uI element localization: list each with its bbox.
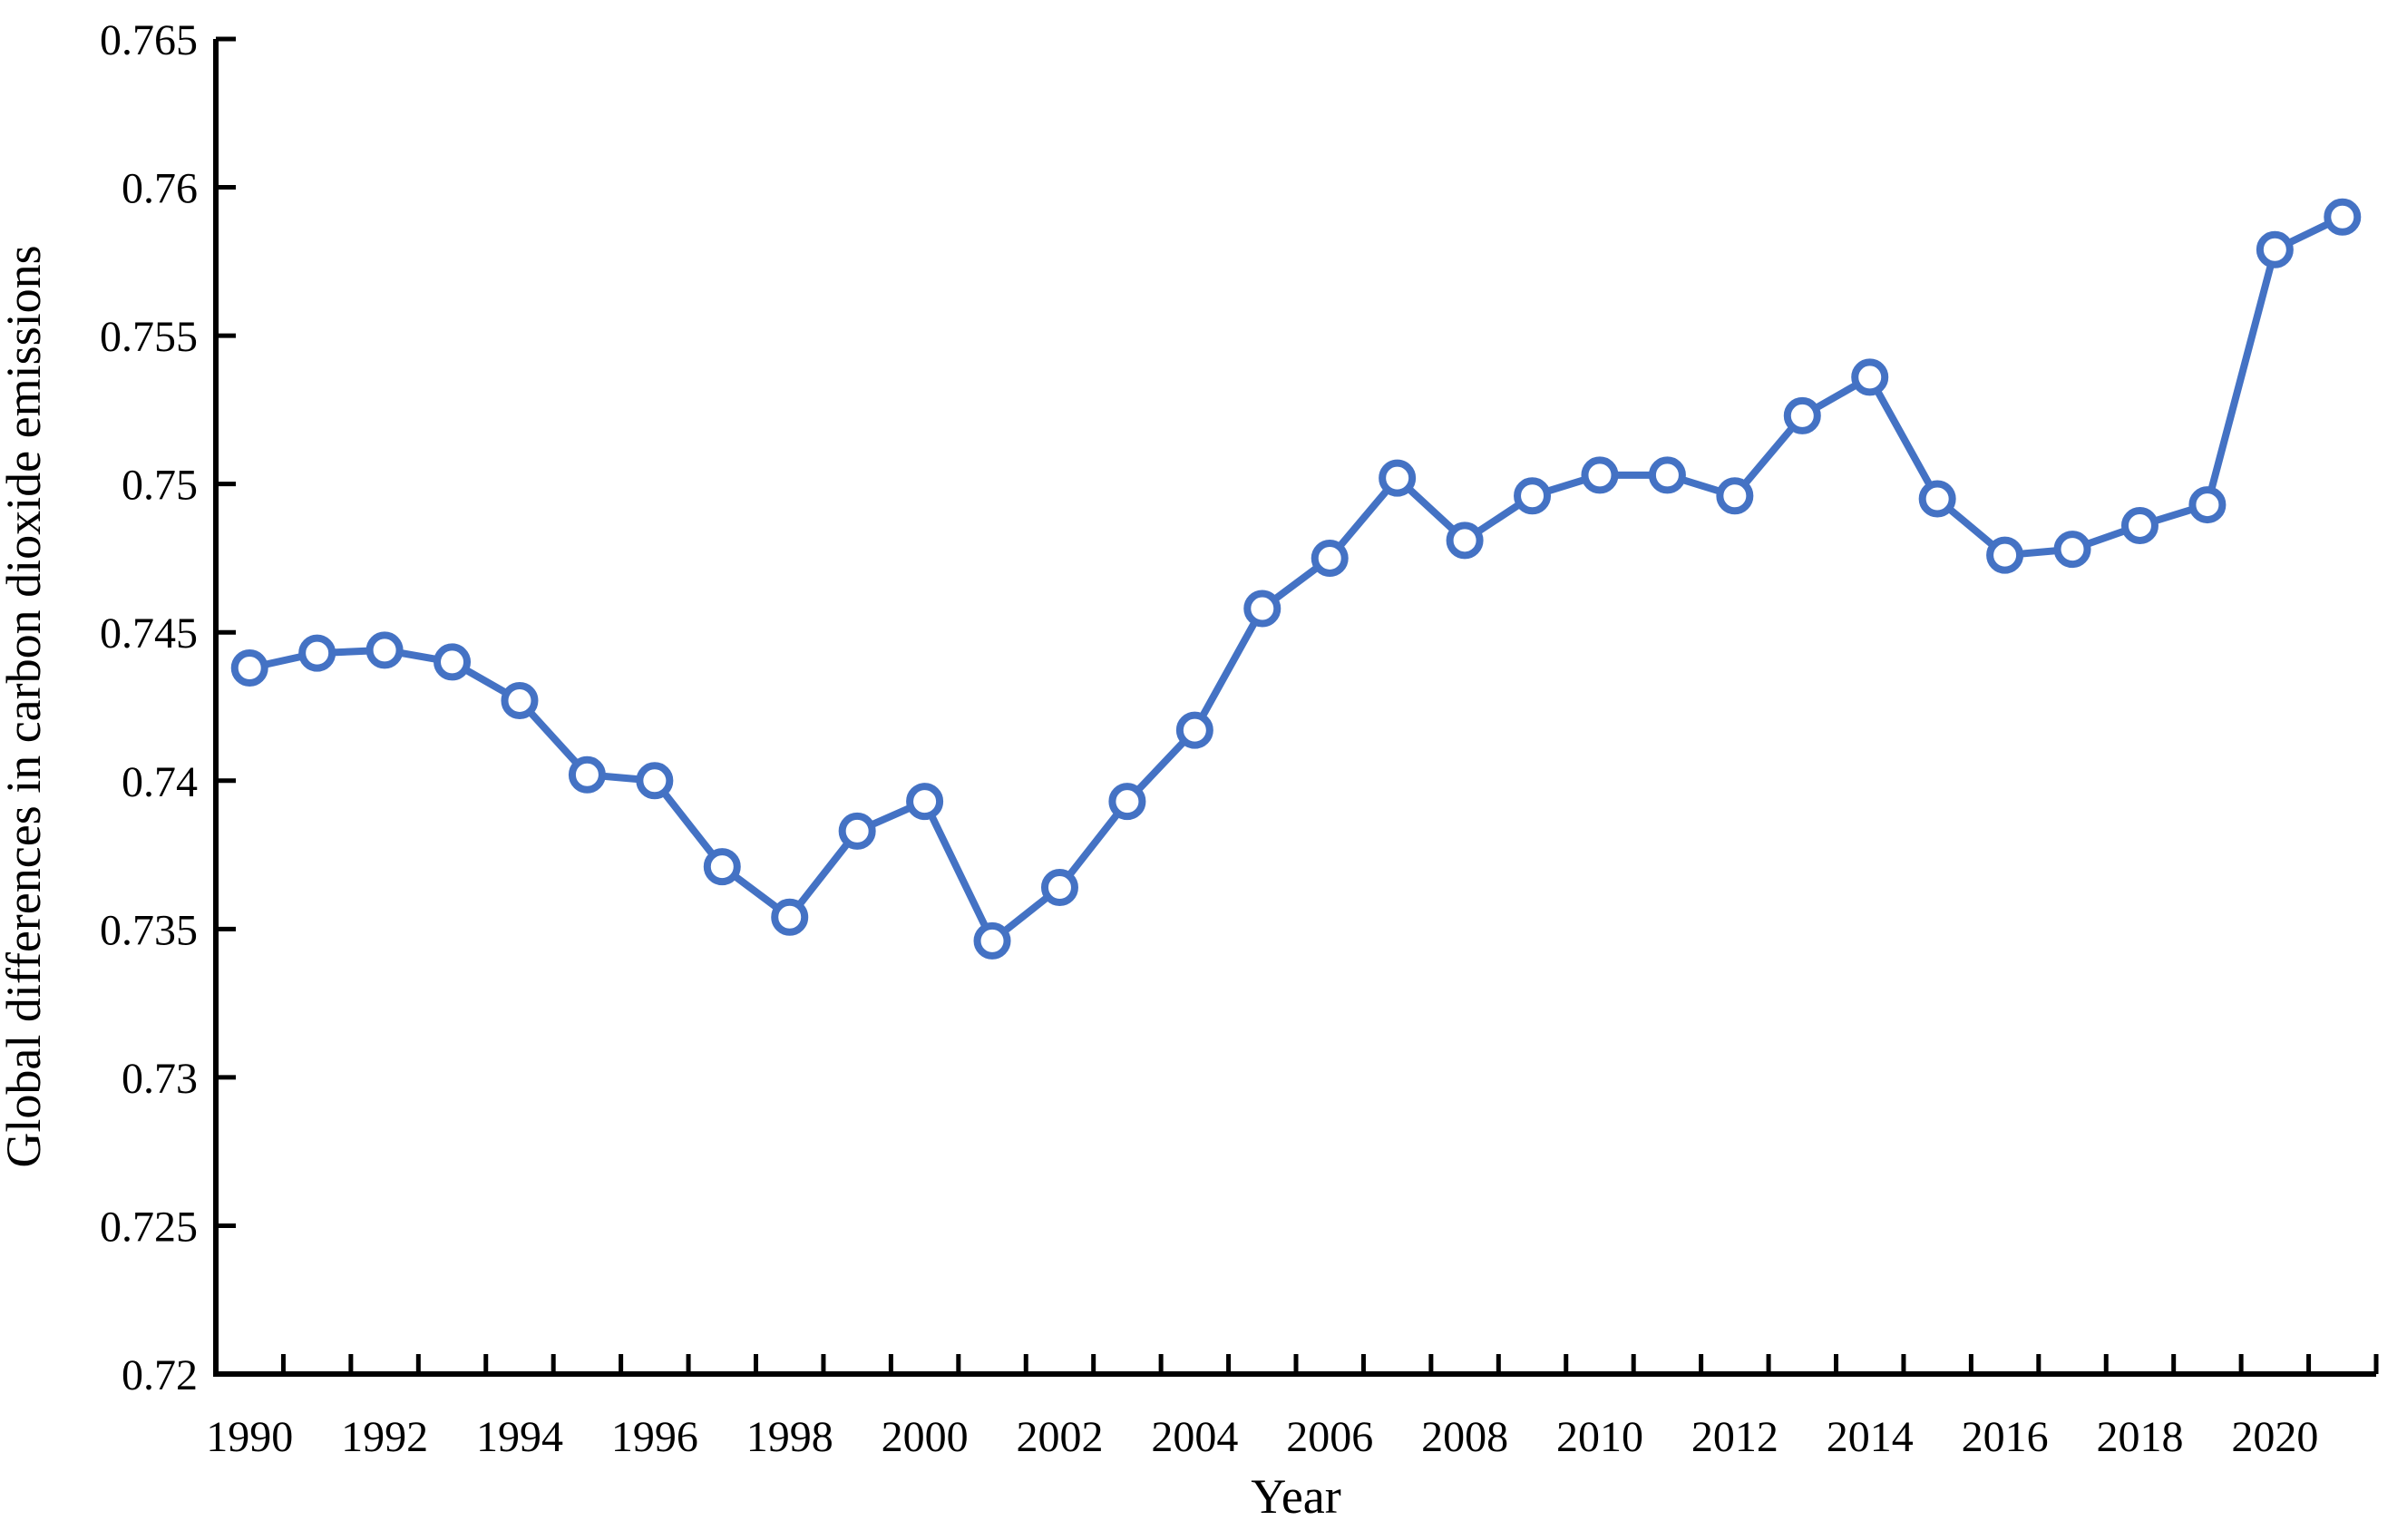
data-point-2019: [2188, 486, 2227, 524]
data-point-2013: [1783, 396, 1821, 434]
data-point-1999: [838, 812, 876, 850]
data-point-2018: [2120, 506, 2159, 544]
data-point-2020: [2256, 230, 2294, 268]
data-point-2021: [2324, 198, 2362, 236]
data-point-2005: [1243, 590, 1281, 628]
x-axis-tick-label: 2008: [1421, 1413, 1508, 1461]
data-point-2012: [1716, 477, 1754, 515]
x-axis-tick-label: 2004: [1151, 1413, 1238, 1461]
x-axis-tick-label: 2020: [2231, 1413, 2318, 1461]
x-axis-tick-label: 2002: [1016, 1413, 1103, 1461]
x-axis-title: Year: [1251, 1469, 1341, 1524]
y-axis-tick-label: 0.74: [122, 758, 198, 806]
x-axis-tick-label: 1998: [746, 1413, 833, 1461]
data-point-1992: [365, 631, 404, 669]
data-point-1990: [230, 648, 268, 687]
data-point-2008: [1446, 521, 1484, 560]
data-point-2006: [1311, 539, 1349, 577]
data-point-2014: [1851, 358, 1889, 396]
data-point-1995: [568, 755, 606, 794]
data-point-1993: [434, 643, 472, 681]
y-axis-tick-label: 0.765: [100, 16, 198, 64]
data-point-1997: [703, 848, 741, 886]
data-point-2011: [1648, 456, 1686, 494]
x-axis-tick-label: 2014: [1827, 1413, 1914, 1461]
x-axis-tick-label: 2018: [2096, 1413, 2183, 1461]
data-point-1998: [771, 898, 809, 936]
data-point-2007: [1379, 459, 1417, 497]
series-line: [246, 213, 2346, 945]
data-point-2004: [1175, 711, 1213, 749]
y-axis-tick-label: 0.75: [122, 462, 198, 510]
data-point-2010: [1581, 456, 1619, 494]
data-point-2016: [1986, 536, 2024, 574]
data-point-2009: [1514, 477, 1552, 515]
y-axis-tick-label: 0.725: [100, 1203, 198, 1251]
x-axis-tick-label: 2000: [882, 1413, 969, 1461]
axes-layer: 0.765 0.76 0.755 0.75 0.745 0.74 0.735 0.73 0.72…: [100, 16, 2379, 1461]
data-point-1996: [636, 762, 674, 800]
x-axis-tick-label: 1994: [476, 1413, 563, 1461]
y-axis-tick-label: 0.745: [100, 609, 198, 658]
y-axis-title: Global differences in carbon dioxide emi…: [0, 245, 51, 1167]
axis-spine: [213, 39, 2376, 1377]
y-axis-tick-label: 0.76: [122, 165, 198, 213]
x-axis-tick-label: 2012: [1691, 1413, 1778, 1461]
y-axis-tick-label: 0.73: [122, 1055, 198, 1103]
data-point-2015: [1918, 480, 1956, 518]
data-point-1991: [298, 634, 336, 672]
x-axis-tick-label: 2016: [1962, 1413, 2049, 1461]
x-axis-tick-label: 1990: [206, 1413, 293, 1461]
data-point-1994: [501, 681, 539, 719]
series-layer: [230, 198, 2362, 960]
data-point-2003: [1108, 783, 1146, 821]
x-axis-tick-label: 1996: [611, 1413, 698, 1461]
y-axis-tick-label: 0.755: [100, 313, 198, 361]
y-axis-tick-label: 0.735: [100, 906, 198, 954]
x-axis-tick-label: 1992: [341, 1413, 428, 1461]
data-point-2001: [973, 921, 1011, 960]
y-axis-tick-label: 0.72: [122, 1351, 198, 1399]
data-point-2002: [1040, 869, 1078, 907]
x-axis-tick-label: 2006: [1286, 1413, 1373, 1461]
data-point-2017: [2053, 531, 2091, 569]
x-axis-tick-label: 2010: [1556, 1413, 1643, 1461]
data-point-2000: [906, 783, 944, 821]
